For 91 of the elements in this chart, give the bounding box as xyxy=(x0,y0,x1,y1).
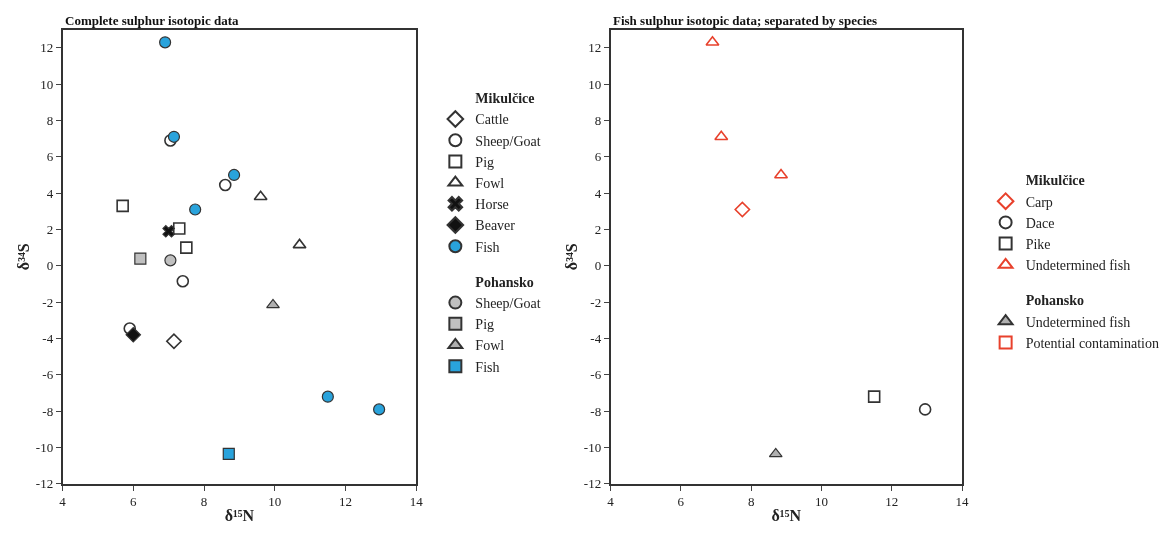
y-tick-label: 4 xyxy=(594,185,602,201)
y-tick-label: 2 xyxy=(594,222,602,238)
legend-label: Sheep/Goat xyxy=(475,133,541,149)
text: Mikulčice xyxy=(1025,173,1085,189)
text: Mikulčice xyxy=(475,91,535,107)
chart-title: Complete sulphur isotopic data xyxy=(65,13,239,28)
legend-label: Potential contamination xyxy=(1025,335,1159,351)
y-tick-label: 12 xyxy=(40,40,54,56)
x-axis-title: δ¹⁵N xyxy=(771,507,802,525)
x-tick-label: 8 xyxy=(747,494,755,510)
y-tick-label: 6 xyxy=(46,149,54,165)
y-tick-label: -4 xyxy=(42,331,54,347)
point xyxy=(164,254,177,267)
y-tick-label: -10 xyxy=(583,440,602,456)
x-tick-label: 12 xyxy=(885,494,899,510)
point xyxy=(292,238,307,249)
x-tick-label: 4 xyxy=(59,494,67,510)
x-tick-label: 12 xyxy=(339,494,353,510)
point xyxy=(162,225,175,238)
y-tick-label: -10 xyxy=(35,440,54,456)
legend-label: Pike xyxy=(1025,237,1051,253)
point xyxy=(253,190,268,201)
legend-label: Undetermined fish xyxy=(1025,258,1131,274)
point xyxy=(166,333,182,350)
x-tick-label: 6 xyxy=(677,494,685,510)
y-tick-label: -4 xyxy=(590,331,602,347)
legend-label: Undetermined fish xyxy=(1025,314,1131,330)
legend-label: Carp xyxy=(1025,194,1053,210)
legend-label: Fowl xyxy=(475,338,505,354)
y-tick-label: 6 xyxy=(594,149,602,165)
x-tick-label: 10 xyxy=(814,494,828,510)
y-tick-label: 8 xyxy=(594,113,602,128)
x-axis-title: δ¹⁵N xyxy=(224,507,255,525)
y-tick-label: -8 xyxy=(42,403,54,419)
legend-label: Beaver xyxy=(475,218,516,234)
y-axis-title: δ³⁴S xyxy=(15,243,33,271)
x-tick-label: 6 xyxy=(130,494,138,510)
point xyxy=(180,241,193,254)
y-tick-label: 8 xyxy=(46,113,54,128)
point xyxy=(266,298,280,309)
point xyxy=(867,390,881,403)
x-tick-label: 14 xyxy=(955,494,970,510)
point xyxy=(321,390,334,403)
legend-label: Fowl xyxy=(475,176,505,192)
legend-label: Dace xyxy=(1025,215,1055,231)
point xyxy=(176,274,190,288)
legend-label: Horse xyxy=(475,197,509,213)
point xyxy=(134,252,147,265)
point xyxy=(373,403,386,416)
legend-label: Cattle xyxy=(475,112,509,128)
point xyxy=(172,222,186,235)
point xyxy=(734,201,751,218)
legend-label: Fish xyxy=(475,359,500,375)
x-tick-label: 14 xyxy=(409,494,424,510)
y-tick-label: -8 xyxy=(590,403,602,419)
y-tick-label: -12 xyxy=(583,476,602,492)
x-tick-label: 8 xyxy=(200,494,208,510)
legend-label: Sheep/Goat xyxy=(475,296,541,312)
legend-label: Pig xyxy=(475,317,495,333)
point xyxy=(768,447,783,458)
y-tick-label: 10 xyxy=(40,76,54,92)
y-tick-label: 0 xyxy=(46,258,54,274)
y-tick-label: 4 xyxy=(46,185,54,201)
y-tick-label: 10 xyxy=(588,76,602,92)
y-axis-title: δ³⁴S xyxy=(563,243,581,271)
chart-title: Fish sulphur isotopic data; separated by species xyxy=(613,13,878,28)
y-tick-label: 0 xyxy=(594,258,602,274)
x-tick-label: 4 xyxy=(607,494,615,510)
text: Pohansko xyxy=(475,274,534,290)
y-tick-label: -12 xyxy=(35,476,54,492)
y-tick-label: 2 xyxy=(46,222,54,238)
y-tick-label: -2 xyxy=(42,294,54,310)
point xyxy=(167,130,181,143)
y-tick-label: 12 xyxy=(588,40,602,56)
point xyxy=(918,403,932,416)
legend-label: Pig xyxy=(475,154,495,170)
point xyxy=(218,178,232,192)
point xyxy=(116,199,129,213)
point xyxy=(189,203,202,216)
legend-label: Fish xyxy=(475,239,500,255)
y-tick-label: -2 xyxy=(590,294,602,310)
point xyxy=(714,130,729,141)
point xyxy=(159,36,172,49)
text: Pohansko xyxy=(1025,293,1084,309)
point xyxy=(125,327,142,343)
point xyxy=(123,322,137,335)
point xyxy=(222,447,235,460)
y-tick-label: -6 xyxy=(590,367,602,383)
point xyxy=(227,168,241,182)
y-tick-label: -6 xyxy=(42,367,54,383)
x-tick-label: 10 xyxy=(268,494,282,510)
